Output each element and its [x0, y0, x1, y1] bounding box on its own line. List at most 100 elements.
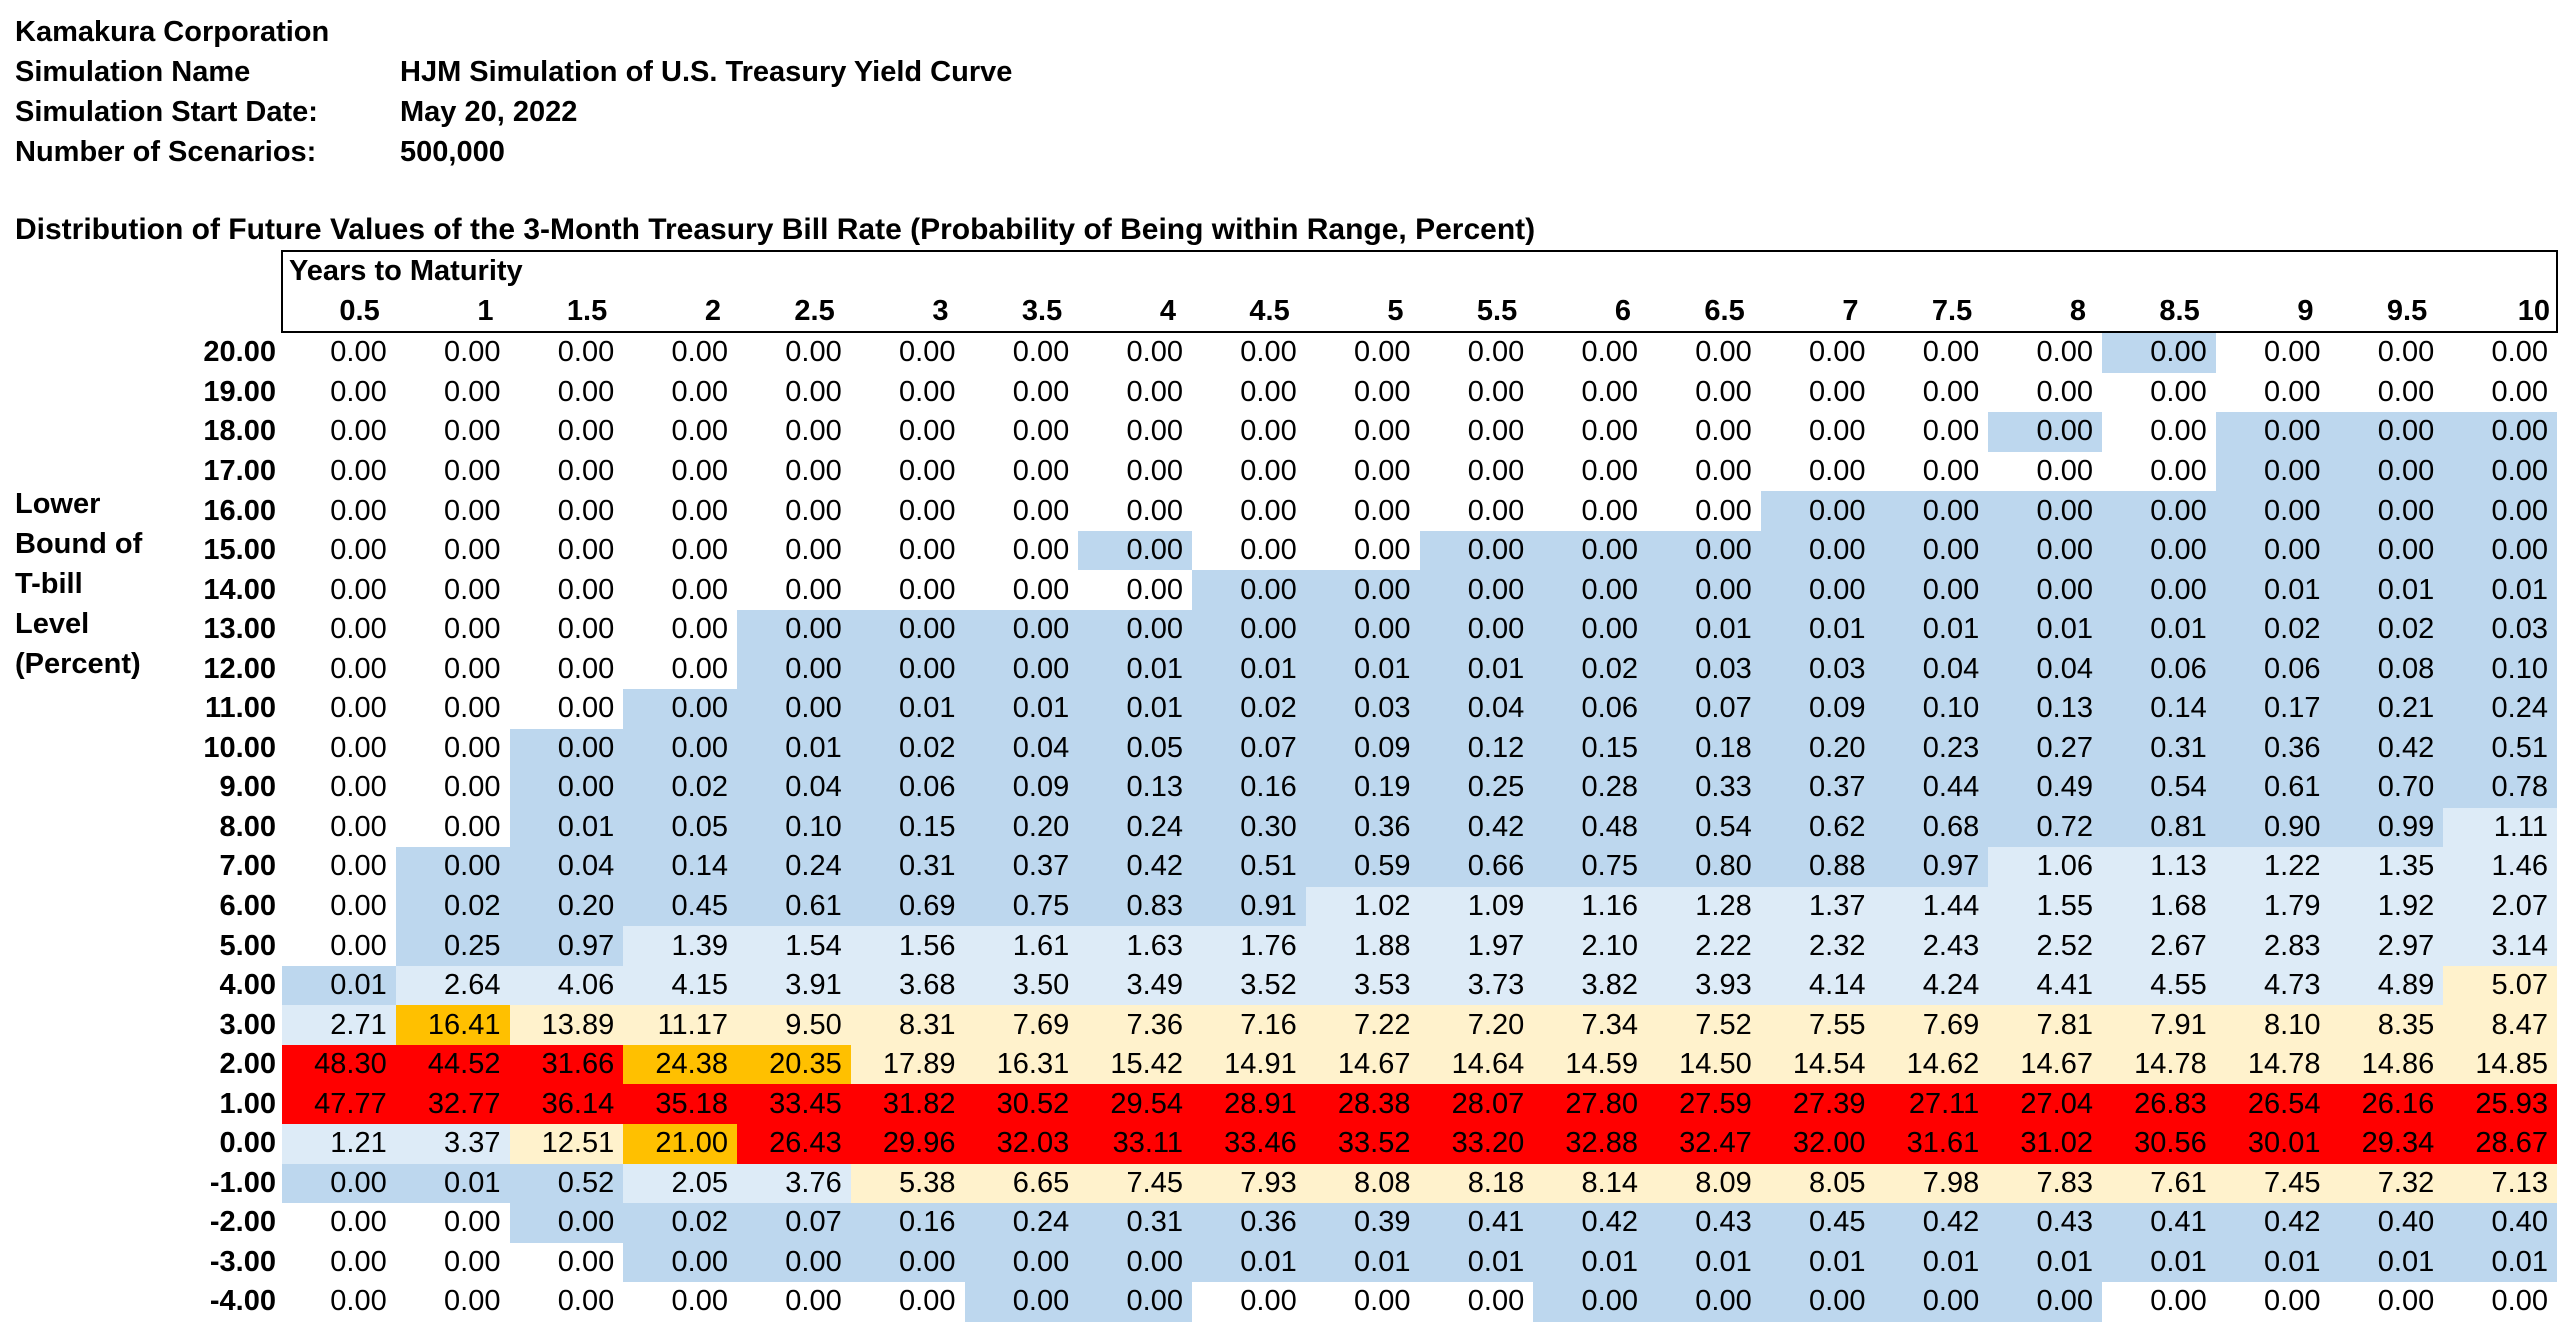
probability-cell: 0.00: [623, 728, 737, 769]
probability-cell: 1.97: [1419, 926, 1534, 966]
probability-cell: 7.32: [2329, 1163, 2444, 1204]
probability-cell: 0.78: [2443, 768, 2557, 808]
probability-cell: 0.00: [509, 1242, 624, 1283]
maturity-header-cell: 10: [2443, 291, 2558, 334]
probability-cell: 1.22: [2215, 847, 2330, 887]
probability-cell: 0.02: [850, 728, 965, 769]
probability-cell: 0.16: [1192, 768, 1306, 808]
probability-cell: 0.51: [1192, 847, 1306, 887]
probability-cell: 0.15: [1533, 728, 1647, 769]
probability-cell: 0.03: [1305, 689, 1420, 729]
table-row: -1.00 0.00 0.01 0.52 2.05 3.76 5.38 6.65 7.45 7.9…: [162, 1163, 2557, 1204]
probability-cell: 2.83: [2215, 926, 2330, 966]
probability-cell: 0.00: [623, 412, 737, 452]
row-axis-label-line: Level: [15, 608, 90, 640]
header-corner: [162, 292, 282, 333]
probability-cell: 33.52: [1305, 1124, 1420, 1164]
row-level-label: 17.00: [203, 455, 276, 487]
probability-cell: 0.00: [282, 1163, 396, 1204]
probability-cell: 28.67: [2443, 1124, 2557, 1164]
row-level-label: 16.00: [203, 494, 276, 527]
probability-cell: 0.00: [1078, 491, 1192, 531]
probability-cell: 1.63: [1078, 926, 1192, 966]
header-corner: [162, 251, 282, 292]
probability-cell: 0.00: [964, 332, 1079, 373]
probability-cell: 8.05: [1760, 1163, 1875, 1204]
probability-cell: 0.04: [1874, 649, 1989, 690]
probability-cell: 0.42: [1419, 807, 1534, 848]
probability-cell: 4.15: [623, 965, 737, 1006]
probability-cell: 0.00: [2102, 372, 2216, 413]
probability-cell: 27.39: [1760, 1084, 1875, 1125]
probability-cell: 14.64: [1419, 1044, 1534, 1085]
probability-cell: 0.00: [395, 1282, 510, 1322]
probability-cell: 0.00: [1419, 1282, 1534, 1322]
table-row: 4.00 0.01 2.64 4.06 4.15 3.91 3.68 3.50 3.49 3.52…: [162, 965, 2557, 1006]
maturity-header-cell: 9.5: [2329, 291, 2444, 334]
probability-cell: 0.00: [964, 570, 1079, 610]
probability-cell: 0.00: [850, 412, 965, 452]
probability-cell: 0.00: [1647, 451, 1761, 492]
probability-cell: 0.00: [1078, 570, 1192, 610]
probability-cell: 0.01: [1192, 1242, 1306, 1283]
row-level-label: 14.00: [203, 573, 276, 606]
probability-cell: 0.69: [850, 886, 965, 927]
maturity-header-cell: 1: [395, 291, 510, 334]
probability-cell: 3.82: [1533, 965, 1647, 1006]
probability-cell: 0.40: [2443, 1203, 2557, 1243]
probability-cell: 5.38: [850, 1163, 965, 1204]
probability-cell: 0.54: [1647, 807, 1761, 848]
maturity-header-cell: 9: [2215, 291, 2330, 334]
probability-cell: 0.13: [1988, 689, 2102, 729]
probability-cell: 0.42: [2329, 728, 2444, 769]
maturity-header-cell: 8: [1988, 291, 2102, 334]
probability-cell: 0.00: [1419, 412, 1534, 452]
probability-cell: 27.11: [1874, 1084, 1989, 1125]
probability-cell: 0.05: [623, 807, 737, 848]
probability-cell: 0.00: [1988, 570, 2102, 610]
probability-cell: 28.91: [1192, 1084, 1306, 1125]
probability-cell: 0.01: [1874, 1242, 1989, 1283]
probability-cell: 0.00: [623, 1242, 737, 1283]
probability-cell: 0.09: [964, 768, 1079, 808]
probability-cell: 0.24: [737, 847, 851, 887]
row-axis-label-line: Bound of: [15, 528, 143, 560]
probability-cell: 0.00: [1419, 530, 1534, 571]
probability-cell: 0.97: [509, 926, 624, 966]
probability-cell: 0.13: [1078, 768, 1192, 808]
probability-cell: 0.00: [282, 926, 396, 966]
probability-cell: 2.52: [1988, 926, 2102, 966]
probability-cell: 0.00: [282, 768, 396, 808]
probability-cell: 0.01: [1760, 1242, 1875, 1283]
probability-cell: 7.22: [1305, 1005, 1420, 1045]
probability-cell: 0.00: [737, 1282, 851, 1322]
probability-cell: 0.00: [509, 1282, 624, 1322]
probability-cell: 0.01: [2329, 1242, 2444, 1283]
probability-cell: 0.00: [509, 412, 624, 452]
probability-cell: 0.70: [2329, 768, 2444, 808]
probability-cell: 31.82: [850, 1084, 965, 1125]
row-level-label: 2.00: [219, 1048, 276, 1081]
table-row: 20.00 0.00 0.00 0.00 0.00 0.00 0.00 0.00 0.00 0.0…: [162, 332, 2557, 373]
probability-cell: 2.67: [2102, 926, 2216, 966]
probability-cell: 0.04: [964, 728, 1079, 769]
probability-cell: 0.00: [1760, 530, 1875, 571]
probability-cell: 35.18: [623, 1084, 737, 1125]
probability-cell: 0.01: [737, 728, 851, 769]
probability-cell: 0.00: [1078, 451, 1192, 492]
probability-cell: 0.00: [623, 530, 737, 571]
maturity-header-cell: 0.5: [281, 291, 396, 334]
probability-cell: 0.04: [737, 768, 851, 808]
probability-cell: 1.92: [2329, 886, 2444, 927]
probability-cell: 0.00: [509, 451, 624, 492]
probability-cell: 0.00: [1988, 491, 2102, 531]
probability-cell: 0.45: [1760, 1203, 1875, 1243]
probability-cell: 29.96: [850, 1124, 965, 1164]
probability-cell: 0.00: [282, 570, 396, 610]
probability-cell: 0.00: [1419, 332, 1534, 373]
probability-cell: 0.28: [1533, 768, 1647, 808]
probability-cell: 7.93: [1192, 1163, 1306, 1204]
probability-cell: 33.45: [737, 1084, 851, 1125]
probability-cell: 14.85: [2443, 1044, 2557, 1085]
scenarios-value: 500,000: [400, 136, 505, 168]
